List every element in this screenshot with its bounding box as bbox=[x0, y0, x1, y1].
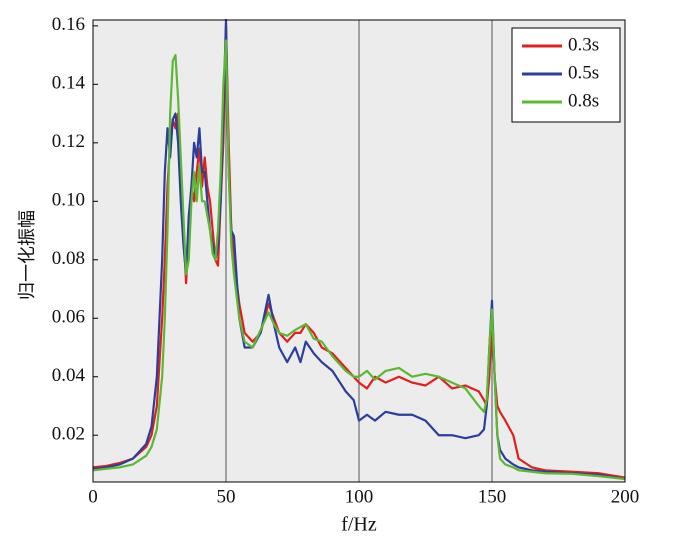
y-tick-label: 0.14 bbox=[52, 73, 86, 94]
y-tick-label: 0.06 bbox=[52, 307, 85, 328]
y-tick-label: 0.08 bbox=[52, 248, 85, 269]
y-tick-label: 0.02 bbox=[52, 424, 85, 445]
legend-label: 0.5s bbox=[568, 62, 599, 83]
y-tick-label: 0.16 bbox=[52, 14, 85, 35]
series-line bbox=[92, 39, 626, 481]
x-tick-label: 200 bbox=[611, 486, 640, 507]
legend-label: 0.8s bbox=[568, 90, 599, 111]
y-tick-label: 0.04 bbox=[52, 365, 86, 386]
y-tick-label: 0.12 bbox=[52, 131, 85, 152]
x-tick-label: 0 bbox=[88, 486, 98, 507]
axes-frame bbox=[92, 19, 626, 483]
y-tick-label: 0.10 bbox=[52, 190, 85, 211]
x-tick-label: 100 bbox=[345, 486, 374, 507]
legend-label: 0.3s bbox=[568, 34, 599, 55]
y-axis-label: 归一化振幅 bbox=[17, 210, 38, 300]
x-tick-label: 150 bbox=[478, 486, 507, 507]
x-tick-label: 50 bbox=[217, 486, 236, 507]
x-axis-label: f/Hz bbox=[341, 514, 377, 536]
